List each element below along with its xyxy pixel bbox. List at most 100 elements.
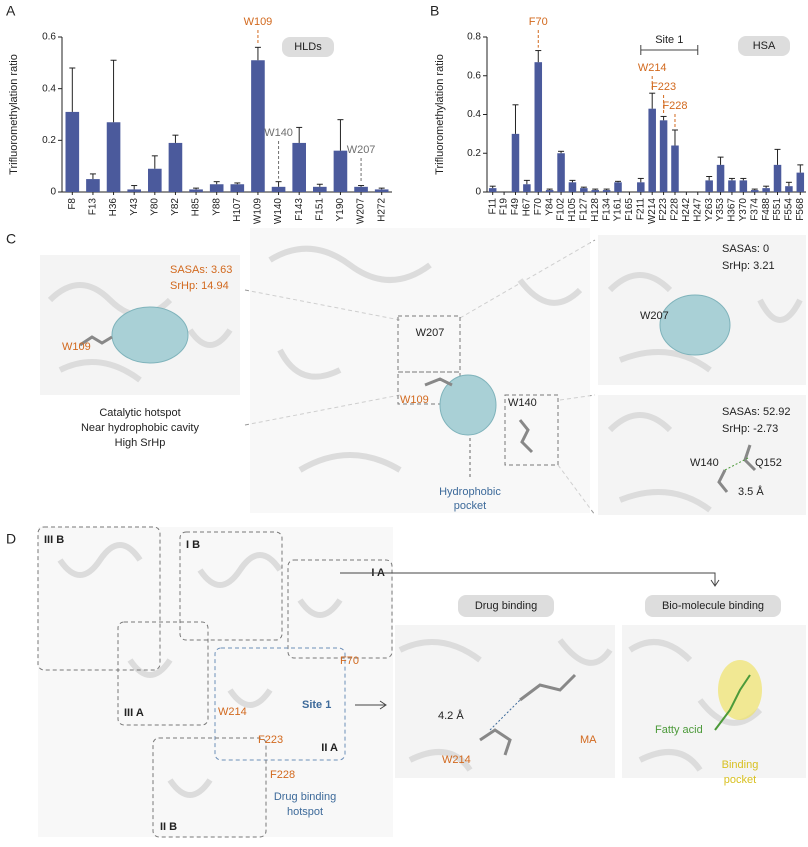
panel-label: A xyxy=(6,3,16,19)
residue: W140 xyxy=(508,397,537,409)
bar xyxy=(148,168,162,192)
y-tick-label: 0 xyxy=(475,187,481,198)
x-tick-label: F551 xyxy=(772,198,783,221)
residue: F70 xyxy=(340,655,359,667)
x-tick-label: F151 xyxy=(314,198,325,221)
x-tick-label: F19 xyxy=(499,198,510,216)
arrow xyxy=(340,572,720,710)
caption: Catalytic hotspot xyxy=(99,407,180,419)
annotation: W140 xyxy=(264,127,293,139)
bar xyxy=(796,172,805,192)
bar xyxy=(545,190,554,192)
bar xyxy=(374,189,389,192)
x-tick-label: Y370 xyxy=(738,198,749,222)
bar xyxy=(488,188,497,192)
x-tick-label: F49 xyxy=(510,198,521,216)
residue: Q152 xyxy=(755,457,782,469)
domain-label: III B xyxy=(44,534,64,546)
helix xyxy=(268,245,583,473)
domain-label: II B xyxy=(160,821,177,833)
bar xyxy=(86,179,100,192)
x-tick-label: Y43 xyxy=(129,198,140,216)
domain-label: I B xyxy=(186,539,200,551)
bar xyxy=(209,184,224,192)
surface xyxy=(659,294,731,356)
x-tick-label: F143 xyxy=(294,198,305,221)
helix xyxy=(57,542,343,798)
panel-label: D xyxy=(6,531,16,547)
x-tick-label: H105 xyxy=(567,198,578,222)
y-tick-label: 0.4 xyxy=(467,109,481,120)
surface xyxy=(111,306,189,364)
x-tick-label: F13 xyxy=(88,198,99,216)
bracket-label: Site 1 xyxy=(655,34,683,46)
panel-title: Bio-molecule binding xyxy=(662,600,764,612)
srhp: SrHp: 14.94 xyxy=(170,280,229,292)
bar xyxy=(716,164,725,192)
srhp: SrHp: 3.21 xyxy=(722,260,775,272)
ligand: MA xyxy=(580,734,597,746)
h-bond xyxy=(724,457,749,471)
pocket-label: Binding xyxy=(722,759,759,771)
x-tick-label: H272 xyxy=(376,198,387,222)
x-tick-label: F223 xyxy=(658,198,669,221)
bar xyxy=(127,189,141,192)
x-tick-label: F127 xyxy=(578,198,589,221)
x-tick-label: H36 xyxy=(108,198,119,217)
bar xyxy=(728,180,736,192)
x-tick-label: H247 xyxy=(692,198,703,222)
srhp: SrHp: -2.73 xyxy=(722,423,778,435)
bar xyxy=(785,186,793,192)
fatty-acid xyxy=(714,674,751,731)
x-tick-label: F70 xyxy=(533,198,544,216)
helix xyxy=(607,272,803,373)
residue-stick xyxy=(717,444,757,493)
residue: W214 xyxy=(218,706,247,718)
residue-stick xyxy=(79,335,113,347)
bar xyxy=(739,180,748,192)
bar xyxy=(313,186,327,192)
bar xyxy=(271,186,286,192)
pocket-label: pocket xyxy=(724,774,756,786)
bar xyxy=(251,60,265,192)
sasa: SASAs: 52.92 xyxy=(722,406,791,418)
x-tick-label: Y84 xyxy=(544,198,555,216)
residue: F228 xyxy=(270,769,295,781)
y-tick-label: 0.4 xyxy=(42,83,56,94)
bar xyxy=(292,142,306,192)
bar xyxy=(557,153,565,192)
y-tick-label: 0.6 xyxy=(467,70,481,81)
bar xyxy=(168,142,183,192)
bar xyxy=(773,164,782,192)
annotation: F223 xyxy=(651,81,676,93)
sasa: SASAs: 0 xyxy=(722,243,769,255)
x-tick-label: H85 xyxy=(191,198,202,217)
residue: W207 xyxy=(640,310,669,322)
bar xyxy=(659,120,668,192)
residue: W207 xyxy=(416,327,445,339)
pill xyxy=(458,595,554,617)
legend-box xyxy=(738,36,790,56)
panel-labels: A B C D xyxy=(6,3,439,547)
panel-title: Drug binding xyxy=(475,600,537,612)
zoom-box xyxy=(504,394,559,466)
bar xyxy=(230,184,245,192)
bar xyxy=(568,182,577,192)
legend-box xyxy=(282,37,334,57)
x-tick-label: W109 xyxy=(253,198,264,225)
bar xyxy=(580,188,588,192)
distance-line xyxy=(489,699,521,731)
domain-box xyxy=(287,559,393,659)
x-tick-label: Y80 xyxy=(149,198,160,216)
bar xyxy=(591,190,599,192)
x-tick-label: F8 xyxy=(67,198,78,210)
y-tick-label: 0.2 xyxy=(42,135,56,146)
x-tick-label: F134 xyxy=(601,198,612,221)
bar xyxy=(762,188,770,192)
x-tick-label: F568 xyxy=(795,198,806,221)
x-tick-label: F374 xyxy=(749,198,760,221)
bar xyxy=(705,180,713,192)
bar xyxy=(614,182,622,192)
y-tick-label: 0 xyxy=(50,187,56,198)
